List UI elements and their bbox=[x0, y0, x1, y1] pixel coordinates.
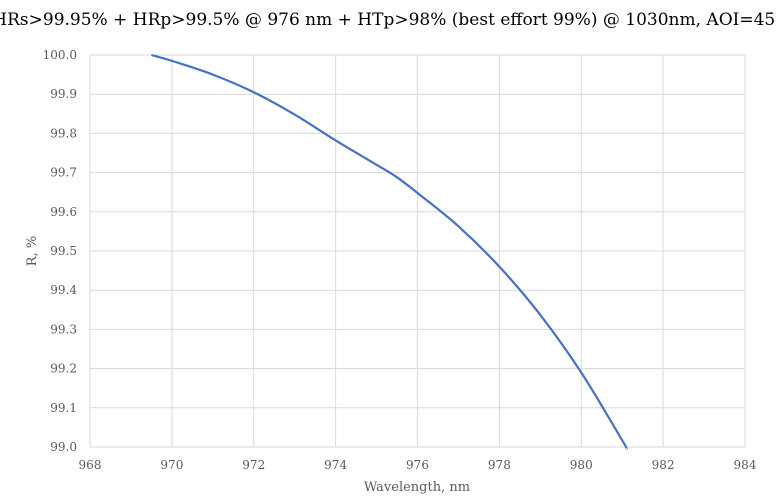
series-line bbox=[151, 53, 628, 450]
y-tick-label: 100.0 bbox=[43, 48, 77, 62]
x-tick-label: 974 bbox=[324, 458, 347, 472]
chart-title: HRs>99.95% + HRp>99.5% @ 976 nm + HTp>98… bbox=[0, 10, 776, 30]
y-tick-label: 99.1 bbox=[50, 401, 77, 415]
x-axis-ticks: 968 970 972 974 976 978 980 982 984 bbox=[79, 458, 757, 472]
x-tick-label: 978 bbox=[488, 458, 511, 472]
series-layer bbox=[151, 53, 628, 450]
y-tick-label: 99.7 bbox=[50, 166, 77, 180]
x-tick-label: 976 bbox=[406, 458, 429, 472]
x-tick-label: 972 bbox=[242, 458, 265, 472]
gridlines bbox=[89, 54, 746, 448]
y-axis-ticks: 99.0 99.1 99.2 99.3 99.4 99.5 99.6 99.7 99.8 99.9… bbox=[43, 48, 78, 454]
y-tick-label: 99.6 bbox=[50, 205, 77, 219]
x-axis-label: Wavelength, nm bbox=[364, 480, 470, 495]
x-tick-label: 984 bbox=[734, 458, 757, 472]
y-axis-label: R, % bbox=[25, 236, 40, 266]
y-tick-label: 99.2 bbox=[50, 362, 77, 376]
y-tick-label: 99.3 bbox=[50, 322, 77, 336]
x-tick-label: 968 bbox=[79, 458, 102, 472]
x-tick-label: 980 bbox=[570, 458, 593, 472]
x-tick-label: 970 bbox=[160, 458, 183, 472]
y-tick-label: 99.4 bbox=[50, 283, 77, 297]
y-tick-label: 99.9 bbox=[50, 87, 77, 101]
y-tick-label: 99.0 bbox=[50, 440, 77, 454]
x-tick-label: 982 bbox=[652, 458, 675, 472]
y-tick-label: 99.5 bbox=[50, 244, 77, 258]
y-tick-label: 99.8 bbox=[50, 126, 77, 140]
